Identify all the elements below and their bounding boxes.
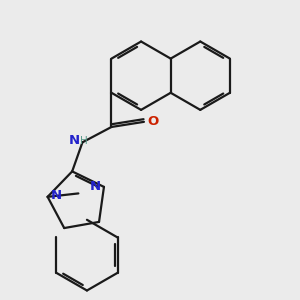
Text: N: N [89, 180, 100, 194]
Text: H: H [80, 136, 88, 146]
Text: N: N [51, 189, 62, 202]
Text: N: N [69, 134, 80, 147]
Text: O: O [148, 115, 159, 128]
